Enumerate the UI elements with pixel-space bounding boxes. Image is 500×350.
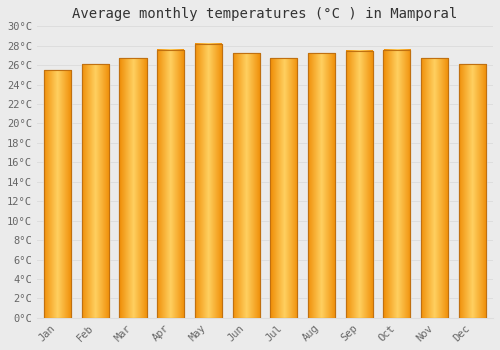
Bar bbox=[346, 51, 373, 318]
Bar bbox=[157, 50, 184, 318]
Bar bbox=[82, 64, 109, 318]
Title: Average monthly temperatures (°C ) in Mamporal: Average monthly temperatures (°C ) in Ma… bbox=[72, 7, 458, 21]
Bar bbox=[270, 58, 297, 318]
Bar bbox=[120, 58, 146, 318]
Bar bbox=[44, 70, 71, 318]
Bar bbox=[308, 54, 335, 318]
Bar bbox=[120, 58, 146, 318]
Bar bbox=[44, 70, 71, 318]
Bar bbox=[157, 50, 184, 318]
Bar bbox=[195, 44, 222, 318]
Bar bbox=[270, 58, 297, 318]
Bar bbox=[232, 54, 260, 318]
Bar bbox=[384, 50, 410, 318]
Bar bbox=[308, 54, 335, 318]
Bar bbox=[195, 44, 222, 318]
Bar bbox=[82, 64, 109, 318]
Bar bbox=[346, 51, 373, 318]
Bar bbox=[421, 58, 448, 318]
Bar bbox=[232, 54, 260, 318]
Bar bbox=[458, 64, 486, 318]
Bar bbox=[384, 50, 410, 318]
Bar bbox=[421, 58, 448, 318]
Bar bbox=[458, 64, 486, 318]
